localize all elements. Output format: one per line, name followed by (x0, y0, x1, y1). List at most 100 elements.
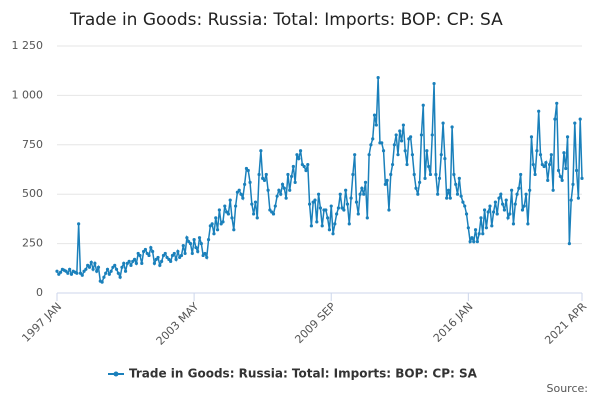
point (259, 149, 263, 153)
point (304, 168, 308, 173)
point (333, 222, 337, 226)
point (338, 192, 342, 196)
point (105, 267, 110, 271)
point (284, 196, 288, 200)
point (181, 243, 185, 248)
point (232, 228, 236, 232)
point (418, 180, 422, 184)
point (84, 267, 88, 271)
point (547, 162, 552, 167)
point (69, 272, 74, 276)
point (282, 186, 286, 190)
point (574, 168, 579, 173)
point (504, 198, 508, 202)
point (501, 202, 505, 206)
point (351, 172, 355, 177)
point (362, 192, 366, 196)
point (528, 188, 532, 192)
y-tick-label: 750 (22, 138, 43, 151)
point (234, 204, 238, 208)
point (502, 208, 507, 212)
point (439, 153, 443, 157)
legend-marker (113, 371, 119, 377)
point (215, 228, 220, 232)
point (367, 153, 371, 157)
point (309, 224, 313, 228)
point (273, 204, 277, 208)
point (324, 208, 328, 212)
point (116, 271, 120, 275)
point (197, 236, 202, 240)
point (511, 222, 516, 226)
point (127, 259, 131, 263)
point (553, 117, 557, 121)
point (454, 182, 458, 186)
point (390, 162, 395, 167)
x-tick-label: 2003 MAY (154, 300, 202, 348)
point (425, 149, 429, 153)
point (298, 149, 303, 153)
point (376, 76, 380, 80)
legend-label: Trade in Goods: Russia: Total: Imports: … (129, 367, 478, 381)
point (123, 269, 128, 273)
point (488, 204, 492, 208)
point (118, 275, 122, 279)
point (243, 182, 247, 186)
point (89, 260, 93, 264)
point (472, 240, 476, 244)
point (537, 109, 541, 113)
point (316, 192, 321, 196)
point (253, 200, 258, 204)
point (490, 224, 494, 228)
y-tick-label: 0 (36, 286, 43, 299)
point (558, 174, 562, 179)
point (463, 204, 467, 208)
point (394, 133, 398, 137)
point (506, 216, 510, 220)
point (560, 178, 564, 182)
point (152, 261, 157, 265)
point (353, 153, 357, 157)
point (149, 245, 153, 250)
point (288, 188, 292, 192)
point (428, 172, 433, 177)
point (381, 149, 386, 153)
point (212, 232, 216, 236)
point (538, 153, 543, 157)
point (450, 125, 454, 129)
point (138, 253, 142, 258)
point (459, 194, 463, 198)
point (335, 212, 339, 216)
point (66, 271, 70, 275)
point (546, 178, 550, 182)
point (513, 202, 517, 206)
point (132, 257, 137, 262)
point (477, 232, 481, 236)
point (297, 157, 301, 161)
point (551, 188, 555, 192)
point (246, 168, 250, 173)
point (143, 247, 148, 252)
point (80, 273, 84, 277)
point (479, 216, 483, 220)
point (120, 265, 124, 269)
point (217, 208, 221, 212)
point (210, 222, 214, 226)
point (102, 275, 106, 279)
y-tick-label: 500 (22, 187, 43, 200)
point (556, 168, 561, 173)
point (481, 232, 485, 236)
point (380, 141, 384, 145)
point (107, 272, 111, 276)
point (448, 196, 452, 200)
point (160, 259, 164, 263)
point (427, 164, 431, 169)
point (531, 162, 535, 167)
point (302, 164, 306, 169)
point (452, 172, 456, 177)
point (519, 172, 523, 177)
point (354, 200, 359, 204)
point (564, 166, 568, 171)
point (172, 251, 176, 256)
